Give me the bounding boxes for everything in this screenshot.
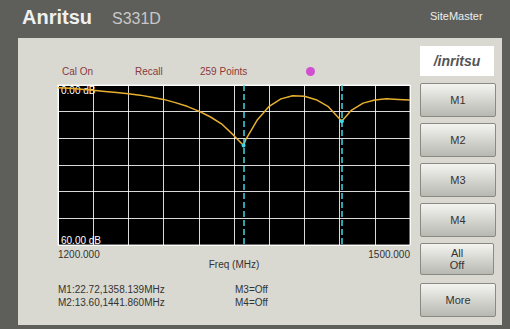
html-text:SiteMaster: SiteMaster [430, 10, 483, 22]
svg-text:60.00 dB: 60.00 dB [61, 235, 101, 246]
svg-text:Freq (MHz): Freq (MHz) [209, 259, 260, 270]
html-text:More: More [445, 294, 471, 306]
html-text:M3: M3 [450, 174, 466, 186]
html-text:Anritsu: Anritsu [22, 6, 92, 28]
svg-text:1500.000: 1500.000 [368, 249, 410, 260]
html-text:M3=Off: M3=Off [235, 284, 268, 295]
html-text:All Off: All Off [449, 247, 465, 271]
html-text:M4: M4 [450, 214, 466, 226]
html-text:Cal On: Cal On [62, 66, 94, 77]
html-text:M1:22.72,1358.139MHz: M1:22.72,1358.139MHz [58, 284, 165, 295]
svg-text:1200.000: 1200.000 [58, 249, 100, 260]
html-text:M2:13.60,1441.860MHz: M2:13.60,1441.860MHz [58, 297, 165, 308]
html-text:S331D: S331D [112, 10, 161, 27]
html-text:/inritsu: /inritsu [433, 53, 481, 69]
svg-text:0.00 dB: 0.00 dB [61, 84, 96, 96]
html-text:M2: M2 [450, 134, 466, 146]
html-text:M1: M1 [450, 94, 466, 106]
html-text:Recall: Recall [135, 66, 163, 77]
html-text:259 Points: 259 Points [200, 66, 248, 77]
html-text:M4=Off: M4=Off [235, 297, 268, 308]
